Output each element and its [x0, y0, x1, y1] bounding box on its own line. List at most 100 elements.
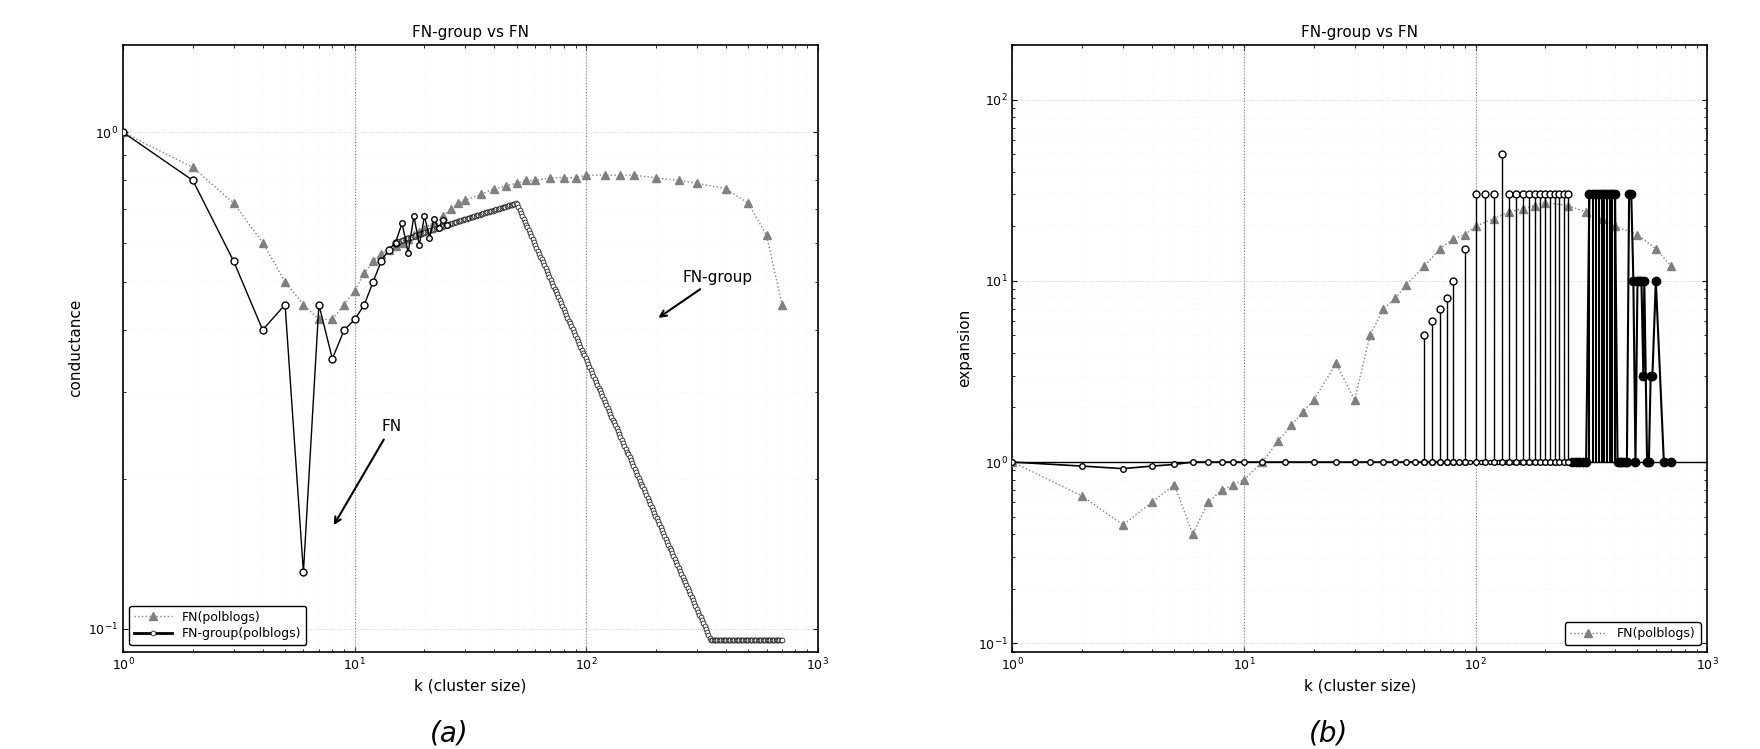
Text: (a): (a)	[429, 720, 468, 748]
FN(polblogs)	[322, 315, 343, 324]
FN(polblogs)	[1359, 331, 1380, 340]
FN(polblogs)	[371, 249, 392, 258]
FN(polblogs)	[1385, 294, 1406, 303]
FN(polblogs)	[1345, 395, 1366, 404]
FN(polblogs)	[1112, 521, 1133, 530]
FN(polblogs)	[385, 242, 407, 251]
FN(polblogs)	[308, 315, 329, 324]
FN(polblogs)	[1626, 230, 1647, 239]
FN(polblogs)	[424, 217, 445, 226]
FN(polblogs)	[1302, 395, 1324, 404]
FN-group(polblogs)	[737, 635, 759, 644]
FN(polblogs)	[686, 179, 708, 188]
FN(polblogs)	[1429, 244, 1450, 253]
FN(polblogs)	[1140, 498, 1162, 507]
FN(polblogs)	[1251, 458, 1272, 467]
FN(polblogs)	[715, 184, 736, 193]
Line: FN-group(polblogs): FN-group(polblogs)	[392, 201, 785, 643]
FN(polblogs)	[516, 176, 537, 185]
FN(polblogs)	[1267, 437, 1288, 446]
FN(polblogs)	[484, 184, 505, 193]
Y-axis label: expansion: expansion	[957, 309, 972, 387]
Line: FN(polblogs): FN(polblogs)	[1008, 198, 1676, 539]
FN(polblogs)	[1575, 207, 1596, 216]
FN-group(polblogs)	[614, 444, 635, 453]
FN-group(polblogs)	[616, 447, 637, 456]
FN(polblogs)	[757, 231, 778, 240]
FN(polblogs)	[391, 238, 412, 247]
FN(polblogs)	[1524, 201, 1545, 210]
X-axis label: k (cluster size): k (cluster size)	[414, 679, 526, 694]
FN(polblogs)	[1646, 244, 1667, 253]
FN(polblogs)	[1373, 304, 1394, 313]
FN(polblogs)	[183, 163, 204, 172]
Text: (b): (b)	[1309, 720, 1348, 748]
FN(polblogs)	[398, 234, 419, 243]
FN(polblogs)	[771, 300, 792, 309]
Y-axis label: conductance: conductance	[67, 299, 83, 398]
Text: FN-group: FN-group	[660, 270, 753, 317]
FN-group(polblogs)	[700, 635, 722, 644]
FN(polblogs)	[440, 204, 461, 213]
FN(polblogs)	[1325, 359, 1346, 368]
Title: FN-group vs FN: FN-group vs FN	[412, 25, 530, 40]
FN(polblogs)	[1396, 280, 1417, 289]
FN(polblogs)	[447, 198, 468, 207]
FN-group(polblogs)	[713, 635, 734, 644]
FN(polblogs)	[1234, 475, 1255, 484]
FN(polblogs)	[334, 300, 356, 309]
FN(polblogs)	[1454, 230, 1475, 239]
FN(polblogs)	[345, 286, 366, 295]
FN(polblogs)	[378, 246, 400, 255]
FN(polblogs)	[414, 224, 435, 233]
FN(polblogs)	[1223, 480, 1244, 489]
FN(polblogs)	[354, 269, 375, 278]
FN-group(polblogs)	[771, 635, 792, 644]
FN(polblogs)	[1001, 458, 1023, 467]
X-axis label: k (cluster size): k (cluster size)	[1304, 679, 1417, 694]
FN(polblogs)	[292, 300, 313, 309]
Line: FN(polblogs): FN(polblogs)	[120, 128, 787, 324]
FN(polblogs)	[565, 173, 586, 182]
FN(polblogs)	[609, 171, 630, 180]
FN(polblogs)	[524, 176, 546, 185]
Title: FN-group vs FN: FN-group vs FN	[1301, 25, 1419, 40]
FN(polblogs)	[1484, 214, 1505, 223]
FN-group(polblogs)	[623, 461, 644, 470]
FN(polblogs)	[1183, 530, 1204, 539]
FN(polblogs)	[113, 128, 134, 137]
FN(polblogs)	[1292, 407, 1313, 416]
FN(polblogs)	[1281, 421, 1302, 430]
Legend: FN(polblogs): FN(polblogs)	[1565, 622, 1700, 646]
FN(polblogs)	[496, 181, 517, 190]
FN(polblogs)	[224, 198, 245, 207]
FN(polblogs)	[553, 173, 574, 182]
FN(polblogs)	[1163, 480, 1184, 489]
FN(polblogs)	[646, 173, 667, 182]
FN(polblogs)	[1605, 222, 1626, 231]
FN(polblogs)	[1464, 222, 1485, 231]
Text: FN: FN	[334, 419, 401, 523]
FN(polblogs)	[507, 179, 528, 188]
FN-group(polblogs)	[385, 237, 407, 246]
FN(polblogs)	[252, 238, 273, 247]
FN(polblogs)	[1661, 262, 1683, 271]
FN(polblogs)	[1211, 485, 1232, 494]
FN(polblogs)	[1443, 234, 1464, 243]
FN-group(polblogs)	[385, 238, 407, 247]
FN(polblogs)	[576, 171, 597, 180]
FN(polblogs)	[1558, 201, 1579, 210]
FN(polblogs)	[737, 198, 759, 207]
FN(polblogs)	[363, 257, 384, 266]
FN(polblogs)	[540, 173, 561, 182]
FN(polblogs)	[623, 171, 644, 180]
FN(polblogs)	[669, 176, 690, 185]
Legend: FN(polblogs), FN-group(polblogs): FN(polblogs), FN-group(polblogs)	[130, 606, 306, 646]
FN(polblogs)	[433, 211, 454, 220]
FN(polblogs)	[1512, 204, 1533, 213]
FN(polblogs)	[470, 190, 491, 199]
FN-group(polblogs)	[505, 199, 526, 208]
FN(polblogs)	[454, 195, 475, 204]
FN(polblogs)	[1535, 198, 1556, 207]
FN(polblogs)	[1591, 214, 1612, 223]
